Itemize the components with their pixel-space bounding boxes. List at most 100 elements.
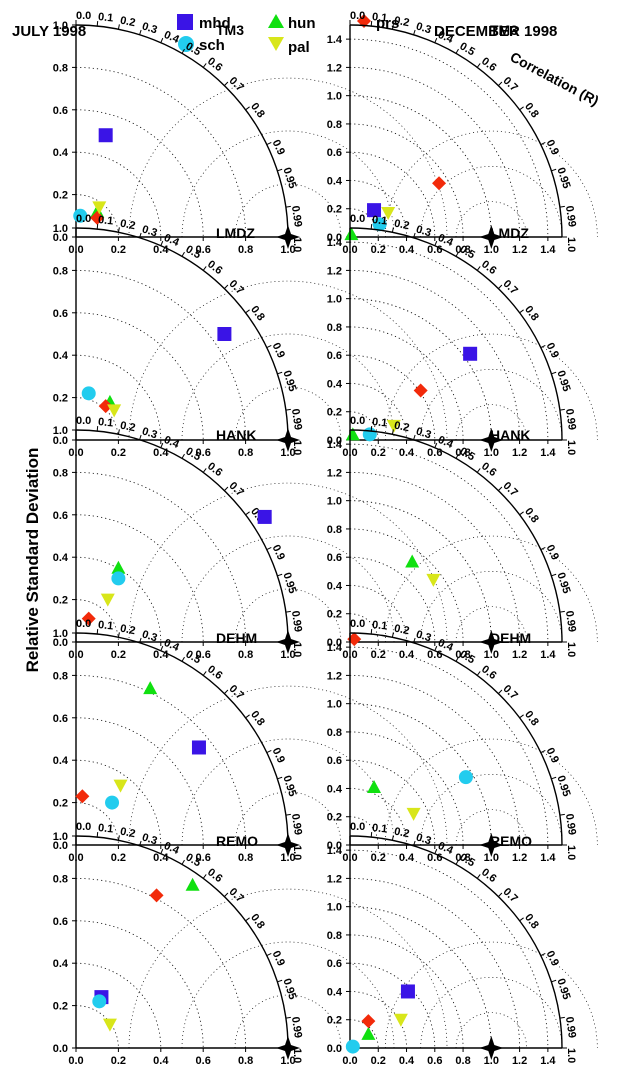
x-tick-label: 1.0 <box>280 447 295 459</box>
outer-arc <box>75 429 289 643</box>
std-arc <box>349 934 464 1049</box>
x-tick-label: 0.8 <box>238 649 253 661</box>
corr-tick <box>370 21 373 27</box>
correlation-axis-label: Correlation (R) <box>508 49 602 109</box>
corr-tick <box>476 266 481 271</box>
std-arc <box>75 354 162 441</box>
corr-tick <box>96 21 99 27</box>
corr-tick-label: 0.9 <box>544 543 561 562</box>
corr-tick-label: 0.95 <box>280 977 298 1001</box>
outer-arc <box>75 24 289 238</box>
point-pal <box>113 779 128 793</box>
y-tick-label: 0.8 <box>53 873 68 885</box>
std-arc <box>349 878 520 1049</box>
corr-tick <box>285 610 291 613</box>
rms-arc <box>128 685 448 846</box>
corr-tick <box>476 63 481 68</box>
y-tick-label: 0.8 <box>327 930 342 942</box>
corr-tick-label: 0.9 <box>544 746 561 765</box>
corr-tick <box>413 637 416 643</box>
outer-arc <box>75 835 289 1049</box>
corr-tick-label: 0.9 <box>270 341 287 360</box>
panel-title: DEHM <box>216 630 257 646</box>
corr-tick-label: 0.3 <box>141 628 159 644</box>
corr-tick-label: 0.95 <box>554 571 572 595</box>
corr-tick-label: 0.0 <box>350 415 365 427</box>
corr-tick-label: 0.2 <box>119 419 136 434</box>
point-mhd <box>367 203 382 218</box>
std-arc <box>75 109 204 238</box>
corr-tick-label: 0.3 <box>415 628 433 644</box>
std-arc <box>349 443 549 643</box>
corr-tick <box>202 468 207 473</box>
legend-item-mhd: mhd <box>177 14 231 32</box>
legend-hun-label: hun <box>288 15 316 32</box>
outer-arc <box>349 227 563 441</box>
corr-tick <box>551 371 557 375</box>
std-arc <box>75 514 204 643</box>
corr-tick <box>202 671 207 676</box>
corr-tick <box>559 205 565 208</box>
y-tick-label: 0.4 <box>53 958 69 970</box>
std-arc <box>349 326 464 441</box>
corr-tick <box>245 309 250 314</box>
ref-std-arc <box>349 500 492 643</box>
corr-tick <box>139 29 142 35</box>
corr-tick <box>160 240 164 246</box>
y-tick-label: 1.0 <box>53 20 68 32</box>
corr-tick <box>455 251 459 257</box>
corr-tick <box>245 917 250 922</box>
corr-tick-label: 0.95 <box>554 369 572 393</box>
y-tick-label: 0.8 <box>327 119 342 131</box>
y-tick-label: 0.8 <box>53 670 68 682</box>
corr-tick <box>266 952 272 957</box>
corr-tick <box>224 689 229 694</box>
corr-tick-label: 0.99 <box>563 1016 578 1039</box>
corr-tick <box>96 629 99 635</box>
taylor-panel-dehm-december: 0.00.00.20.20.40.40.60.60.80.81.01.01.21… <box>327 618 598 864</box>
x-tick-label: 1.0 <box>280 649 295 661</box>
corr-tick-label: 0.9 <box>270 543 287 562</box>
corr-tick <box>519 917 524 922</box>
corr-tick <box>277 776 283 780</box>
corr-tick <box>498 689 503 694</box>
corr-tick <box>202 266 207 271</box>
point-hun <box>344 227 359 241</box>
corr-tick <box>519 309 524 314</box>
y-tick-label: 1.2 <box>327 62 342 74</box>
point-hun <box>361 1026 376 1040</box>
corr-tick-label: 0.95 <box>554 977 572 1001</box>
corr-tick <box>413 232 416 238</box>
x-tick-label: 0.8 <box>455 1055 470 1067</box>
corr-tick <box>266 546 272 551</box>
x-tick-label: 1.2 <box>512 649 527 661</box>
legend-item-sch: sch <box>178 36 225 54</box>
panel-title: REMO <box>216 833 258 849</box>
corr-tick-label: 0.3 <box>415 20 433 36</box>
corr-tick-label: 0.4 <box>436 232 456 249</box>
x-tick-label: 0.6 <box>196 649 211 661</box>
x-tick-label: 0.8 <box>455 244 470 256</box>
y-tick-label: 0.2 <box>53 798 68 810</box>
y-tick-label: 1.0 <box>327 91 342 103</box>
outer-arc <box>349 429 563 643</box>
x-tick-label: 0.6 <box>427 1055 442 1067</box>
corr-tick <box>498 892 503 897</box>
corr-tick <box>540 952 546 957</box>
corr-tick-label: 0.99 <box>563 408 578 431</box>
point-prs <box>432 176 447 191</box>
y-tick-label: 0.0 <box>53 232 68 244</box>
taylor-panel-lmdz-december: 0.00.00.20.20.40.40.60.60.80.81.01.01.21… <box>327 213 598 459</box>
std-arc <box>75 920 204 1049</box>
corr-tick-label: 0.2 <box>393 825 410 840</box>
outer-arc <box>349 835 563 1049</box>
std-arc <box>349 528 464 643</box>
corr-tick <box>551 979 557 983</box>
corr-tick <box>498 81 503 86</box>
y-tick-label: 0.4 <box>53 755 69 767</box>
corr-tick-label: 0.99 <box>289 610 304 633</box>
y-tick-label: 1.0 <box>53 223 68 235</box>
corr-tick <box>391 24 394 30</box>
std-arc <box>349 151 436 238</box>
corr-tick-label: 0.3 <box>141 20 159 36</box>
